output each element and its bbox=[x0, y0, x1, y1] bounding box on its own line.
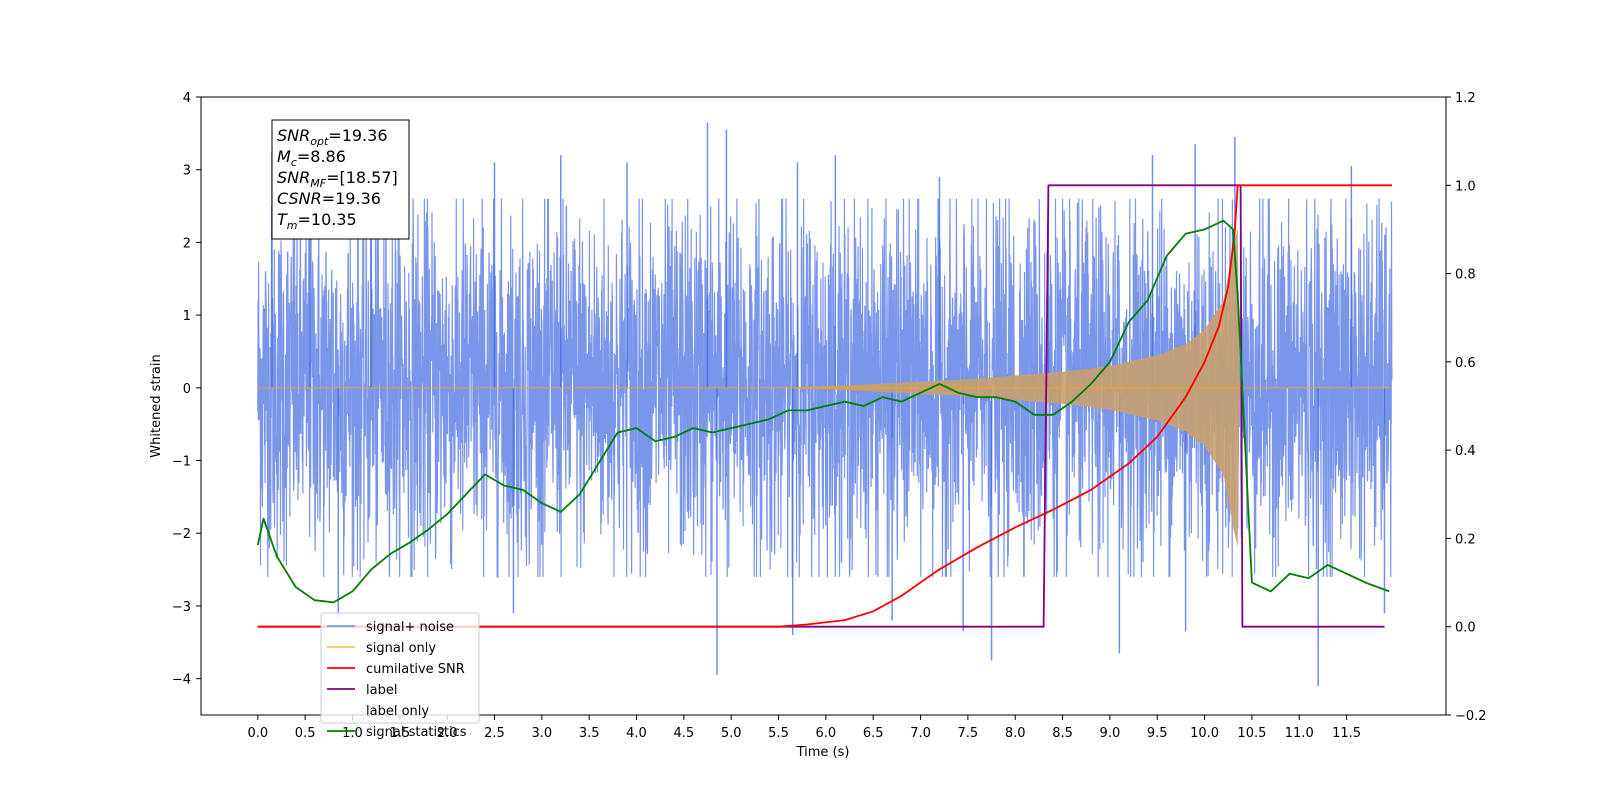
stats-line: Mc=8.86 bbox=[277, 147, 346, 169]
x-tick-label: 8.0 bbox=[1005, 726, 1026, 741]
label-line bbox=[257, 184, 1385, 628]
stats-line-symbol: T bbox=[277, 210, 288, 229]
x-tick-label: 9.5 bbox=[1147, 726, 1168, 741]
stats-line: CSNR=19.36 bbox=[277, 189, 381, 208]
y-left-tick-label: 2 bbox=[183, 236, 191, 251]
x-tick-label: 6.5 bbox=[863, 726, 884, 741]
x-tick-label: 5.5 bbox=[768, 726, 789, 741]
stats-line-symbol: SNR bbox=[277, 126, 310, 145]
x-tick-label: 4.5 bbox=[674, 726, 695, 741]
plot-frame bbox=[200, 96, 1447, 716]
y-left-tick-label: 3 bbox=[183, 164, 191, 179]
legend-label: label bbox=[366, 683, 397, 698]
y-right-tick-label: 0.2 bbox=[1455, 532, 1476, 547]
x-tick-label: 11.5 bbox=[1332, 726, 1361, 741]
y-left-tick-label: −1 bbox=[172, 455, 191, 470]
x-tick-label: 1.0 bbox=[342, 726, 363, 741]
x-tick-label: 1.5 bbox=[389, 726, 410, 741]
signal-statistics-line bbox=[256, 219, 1390, 604]
y-right-tick-label: 1.2 bbox=[1455, 91, 1476, 106]
x-tick-label: 0.5 bbox=[295, 726, 316, 741]
y-right-tick-label: −0.2 bbox=[1455, 709, 1487, 724]
stats-line: SNRMF=[18.57] bbox=[277, 168, 398, 190]
y-left-tick-label: −4 bbox=[172, 673, 191, 688]
x-tick-label: 6.0 bbox=[816, 726, 837, 741]
stats-line-symbol: CSNR bbox=[277, 189, 322, 208]
stats-line-value: =8.86 bbox=[297, 147, 346, 166]
x-tick-label: 9.0 bbox=[1100, 726, 1121, 741]
stats-line-symbol: SNR bbox=[277, 168, 310, 187]
stats-line-subscript: MF bbox=[310, 177, 326, 190]
stats-line: SNRopt=19.36 bbox=[277, 126, 388, 148]
x-axis-label: Time (s) bbox=[796, 745, 850, 760]
legend-label: signal only bbox=[366, 641, 436, 656]
y-right-tick-label: 0.6 bbox=[1455, 356, 1476, 371]
legend-label: signal statistics bbox=[366, 725, 467, 740]
series-layer bbox=[256, 122, 1393, 686]
x-tick-label: 2.5 bbox=[484, 726, 505, 741]
axis-layer: 0.0 0.5 1.0 1.5 2.0 2.5 3.0 3.5 4.0 4.5 5.0 5.5 6.0 6… bbox=[172, 91, 1487, 741]
stats-box-frame bbox=[271, 119, 410, 240]
y-right-tick-label: 0.4 bbox=[1455, 444, 1476, 459]
stats-line: Tm=10.35 bbox=[277, 210, 357, 232]
x-tick-label: 4.0 bbox=[626, 726, 647, 741]
x-tick-label: 0.0 bbox=[247, 726, 268, 741]
x-tick-label: 11.0 bbox=[1285, 726, 1314, 741]
y-left-tick-label: −3 bbox=[172, 600, 191, 615]
stats-line-value: =19.36 bbox=[328, 126, 387, 145]
stats-line-symbol: M bbox=[277, 147, 291, 166]
x-tick-label: 3.0 bbox=[531, 726, 552, 741]
stats-line-subscript: opt bbox=[310, 135, 329, 148]
x-tick-label: 7.0 bbox=[910, 726, 931, 741]
stats-line-value: =10.35 bbox=[298, 210, 357, 229]
legend-label: label only bbox=[366, 704, 429, 719]
x-tick-label: 3.5 bbox=[579, 726, 600, 741]
legend-label: signal+ noise bbox=[366, 620, 454, 635]
legend: signal+ noise signal only cumilative SNR la… bbox=[320, 612, 480, 740]
cumulative-snr-line bbox=[257, 184, 1392, 628]
legend-label: cumilative SNR bbox=[366, 662, 465, 677]
x-tick-label: 10.5 bbox=[1237, 726, 1266, 741]
x-tick-label: 7.5 bbox=[958, 726, 979, 741]
stats-line-subscript: m bbox=[287, 219, 298, 232]
y-right-tick-label: 0.0 bbox=[1455, 621, 1476, 636]
y-axis-label: Whitened strain bbox=[149, 354, 164, 457]
stats-lines: SNRopt=19.36Mc=8.86SNRMF=[18.57]CSNR=19.… bbox=[277, 126, 398, 232]
y-right-tick-label: 1.0 bbox=[1455, 179, 1476, 194]
x-tick-label: 2.0 bbox=[437, 726, 458, 741]
legend-frame bbox=[320, 612, 480, 724]
stats-box: SNRopt=19.36Mc=8.86SNRMF=[18.57]CSNR=19.… bbox=[271, 119, 410, 240]
y-left-tick-label: 4 bbox=[183, 91, 191, 106]
y-right-tick-label: 0.8 bbox=[1455, 268, 1476, 283]
x-tick-label: 5.0 bbox=[721, 726, 742, 741]
stats-line-value: =19.36 bbox=[322, 189, 381, 208]
x-tick-label: 10.0 bbox=[1190, 726, 1219, 741]
stats-line-subscript: c bbox=[291, 156, 297, 169]
legend-items: signal+ noise signal only cumilative SNR la… bbox=[327, 620, 467, 740]
stats-line-value: =[18.57] bbox=[326, 168, 398, 187]
y-left-tick-label: 0 bbox=[183, 382, 191, 397]
x-tick-label: 8.5 bbox=[1052, 726, 1073, 741]
y-left-tick-label: 1 bbox=[183, 309, 191, 324]
y-left-tick-label: −2 bbox=[172, 527, 191, 542]
